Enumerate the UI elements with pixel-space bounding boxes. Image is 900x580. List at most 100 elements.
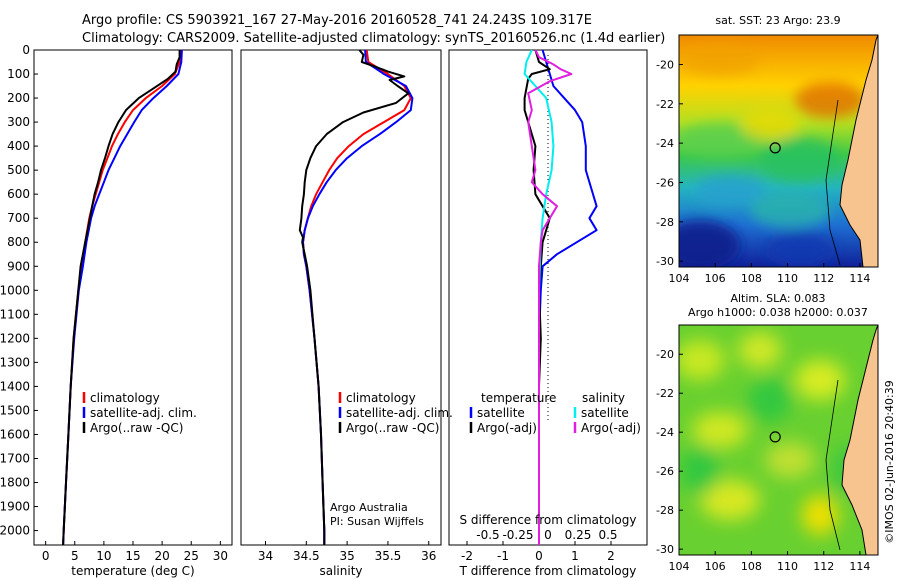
legend-label: Argo(..raw -QC) xyxy=(90,421,183,435)
latitude-tick-label: -28 xyxy=(656,216,674,229)
longitude-tick-label: 112 xyxy=(813,272,834,285)
latitude-tick-label: -26 xyxy=(656,176,674,189)
longitude-tick-label: 114 xyxy=(849,560,870,573)
longitude-tick-label: 108 xyxy=(741,560,762,573)
sst-map-land xyxy=(839,35,878,267)
temperature-tick-label: 0 xyxy=(42,549,50,563)
series-line-salinity-argo-adj xyxy=(527,49,573,545)
depth-tick-label: 1200 xyxy=(0,331,30,345)
depth-tick-label: 800 xyxy=(7,235,30,249)
depth-tick-label: 100 xyxy=(7,67,30,81)
sla-map-title: Altim. SLA: 0.083 xyxy=(730,292,825,305)
sla-map-bathymetry-contour xyxy=(825,379,841,551)
s-difference-tick-label: 0.5 xyxy=(598,528,617,542)
t-difference-tick-label: -2 xyxy=(461,549,473,563)
depth-tick-label: 1000 xyxy=(0,283,30,297)
legend-label: Argo(-adj) xyxy=(477,421,537,435)
sst-field-texture xyxy=(679,45,865,267)
temperature-tick-label: 25 xyxy=(184,549,199,563)
legend-label: satellite xyxy=(581,406,629,420)
latitude-tick-label: -20 xyxy=(656,58,674,71)
depth-tick-label: 500 xyxy=(7,163,30,177)
salinity-tick-label: 35 xyxy=(339,549,354,563)
t-difference-tick-label: -1 xyxy=(497,549,509,563)
temperature-tick-label: 5 xyxy=(71,549,79,563)
depth-tick-label: 200 xyxy=(7,91,30,105)
series-line-argo-raw-qc xyxy=(62,50,181,546)
t-difference-tick-label: 0 xyxy=(535,549,543,563)
depth-tick-label: 1400 xyxy=(0,379,30,393)
salinity-xlabel: salinity xyxy=(319,564,362,578)
argo-australia-label: Argo Australia xyxy=(330,501,408,514)
latitude-tick-label: -22 xyxy=(656,98,674,111)
legend-label: climatology xyxy=(90,391,160,405)
salinity-tick-label: 34 xyxy=(258,549,273,563)
depth-tick-label: 0 xyxy=(22,43,30,57)
figure-title-line1: Argo profile: CS 5903921_167 27-May-2016… xyxy=(82,13,592,28)
difference-panel: -2 -1 0 1 2 temperature salinitysatelliteArgo… xyxy=(448,49,648,578)
figure-title-line2: Climatology: CARS2009. Satellite-adjuste… xyxy=(82,31,666,46)
pi-label: PI: Susan Wijffels xyxy=(330,515,424,528)
legend-label: satellite-adj. clim. xyxy=(90,406,197,420)
temperature-xlabel: temperature (deg C) xyxy=(71,564,194,578)
difference-axes-frame xyxy=(448,49,648,546)
latitude-tick-label: -24 xyxy=(656,137,674,150)
latitude-tick-label: -22 xyxy=(656,387,674,400)
sla-map-subtitle: Argo h1000: 0.038 h2000: 0.037 xyxy=(688,306,868,319)
temperature-tick-label: 10 xyxy=(96,549,111,563)
legend-label: climatology xyxy=(346,391,416,405)
series-line-temperature-argo-adj xyxy=(523,49,551,545)
longitude-tick-label: 110 xyxy=(777,272,798,285)
depth-tick-label: 1800 xyxy=(0,476,30,490)
salinity-panel: 34 34.5 35 35.5 36 climatologysatellite-adj.… xyxy=(240,49,453,578)
longitude-tick-label: 106 xyxy=(705,560,726,573)
sst-map-bathymetry-contour xyxy=(825,99,841,266)
s-difference-tick-label: 0.25 xyxy=(565,528,592,542)
temperature-tick-label: 30 xyxy=(213,549,228,563)
depth-tick-label: 1100 xyxy=(0,307,30,321)
sla-map-land xyxy=(841,325,878,555)
latitude-tick-label: -20 xyxy=(656,348,674,361)
longitude-tick-label: 112 xyxy=(813,560,834,573)
longitude-tick-label: 106 xyxy=(705,272,726,285)
longitude-tick-label: 104 xyxy=(669,560,690,573)
legend-title-salinity: salinity xyxy=(582,391,625,405)
legend-title-temperature: temperature xyxy=(481,391,556,405)
sst-map: sat. SST: 23 Argo: 23.9 104 106 108 110 112 1… xyxy=(656,14,879,285)
salinity-tick-label: 34.5 xyxy=(293,549,320,563)
longitude-tick-label: 110 xyxy=(777,560,798,573)
series-line-argo-raw-qc xyxy=(298,49,410,545)
latitude-tick-label: -28 xyxy=(656,504,674,517)
depth-tick-label: 2000 xyxy=(0,524,30,538)
temperature-panel: 0100200300400500600700800900100011001200… xyxy=(0,43,233,578)
legend-label: satellite xyxy=(477,406,525,420)
latitude-tick-label: -30 xyxy=(656,255,674,268)
salinity-tick-label: 36 xyxy=(421,549,436,563)
latitude-tick-label: -30 xyxy=(656,543,674,556)
longitude-tick-label: 108 xyxy=(741,272,762,285)
depth-tick-label: 300 xyxy=(7,115,30,129)
sla-map: Altim. SLA: 0.083 Argo h1000: 0.038 h200… xyxy=(656,292,879,573)
legend-label: satellite-adj. clim. xyxy=(346,406,453,420)
sla-field-texture xyxy=(679,332,870,535)
legend-label: Argo(-adj) xyxy=(581,421,641,435)
series-line-satellite-adj-clim xyxy=(302,49,414,545)
depth-tick-label: 1700 xyxy=(0,451,30,465)
argo-location-marker xyxy=(769,431,781,443)
depth-tick-label: 1300 xyxy=(0,355,30,369)
legend-label: Argo(..raw -QC) xyxy=(346,421,439,435)
longitude-tick-label: 104 xyxy=(669,272,690,285)
t-difference-tick-label: 1 xyxy=(571,549,579,563)
t-difference-xlabel: T difference from climatology xyxy=(459,564,637,578)
salinity-axes-frame xyxy=(240,49,442,546)
s-difference-tick-label: 0 xyxy=(544,528,552,542)
salinity-tick-label: 35.5 xyxy=(375,549,402,563)
temperature-tick-label: 15 xyxy=(125,549,140,563)
depth-tick-label: 900 xyxy=(7,259,30,273)
sla-map-frame xyxy=(678,324,879,556)
temperature-tick-label: 20 xyxy=(154,549,169,563)
latitude-tick-label: -24 xyxy=(656,426,674,439)
series-line-climatology xyxy=(62,49,182,546)
longitude-tick-label: 114 xyxy=(849,272,870,285)
